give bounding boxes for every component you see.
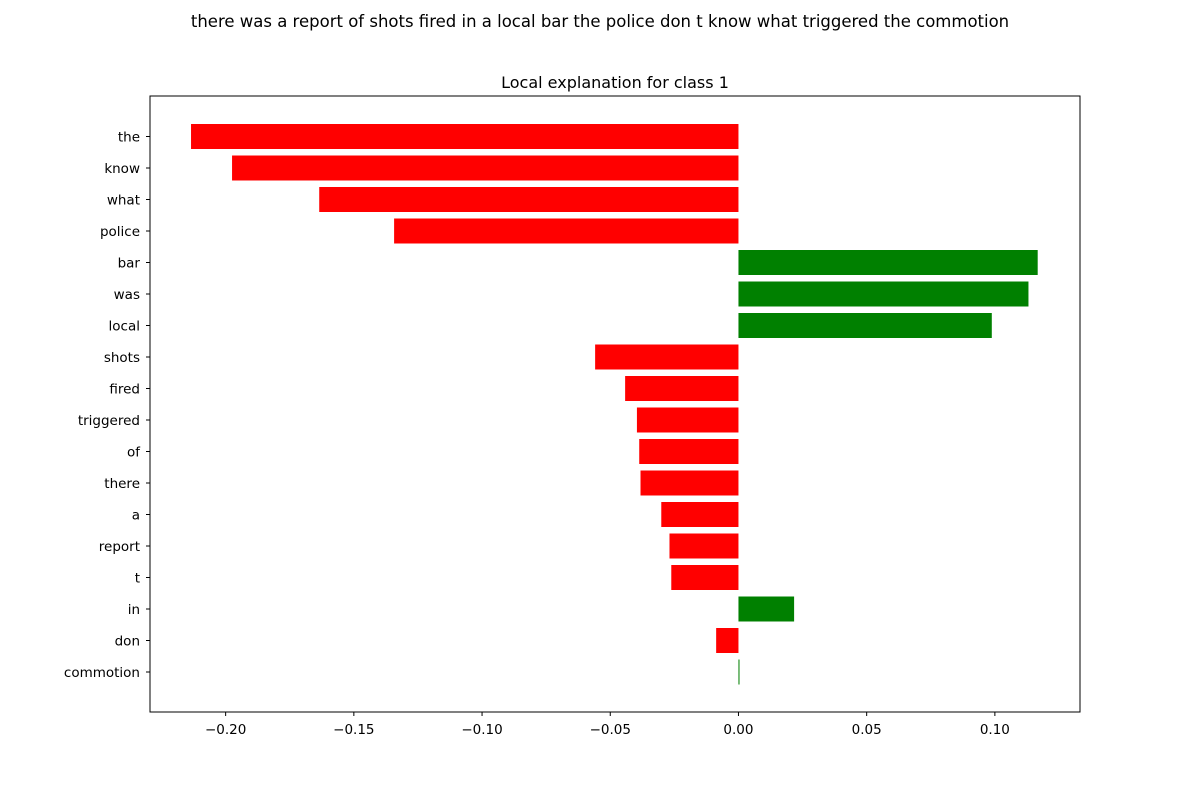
y-tick-label: don	[115, 634, 140, 650]
bar-fired	[625, 376, 739, 401]
bar-t	[671, 565, 739, 590]
y-tick-label: t	[135, 571, 140, 587]
bar-commotion	[738, 659, 740, 685]
y-tick-label: fired	[109, 382, 140, 398]
bar-in	[738, 596, 795, 622]
y-tick-label: police	[100, 224, 140, 240]
x-tick-label: −0.15	[333, 722, 374, 738]
chart-title: Local explanation for class 1	[501, 73, 729, 92]
y-tick-label: of	[127, 445, 141, 461]
y-tick-label: the	[118, 130, 140, 146]
x-tick-label: 0.05	[852, 722, 882, 738]
x-tick-label: −0.10	[461, 722, 502, 738]
y-tick-label: was	[114, 287, 140, 303]
bar-don	[716, 628, 739, 653]
x-tick-label: 0.10	[980, 722, 1010, 738]
bar-report	[669, 533, 739, 559]
y-tick-label: local	[109, 319, 140, 335]
bar-triggered	[636, 407, 739, 433]
bar-what	[319, 187, 739, 212]
y-tick-label: what	[107, 193, 140, 209]
y-tick-label: report	[99, 539, 140, 555]
y-tick-label: bar	[118, 256, 141, 272]
y-tick-label: in	[128, 602, 140, 618]
bar-of	[639, 439, 739, 464]
y-tick-label: shots	[104, 350, 140, 366]
figure-suptitle: there was a report of shots fired in a l…	[190, 12, 1010, 31]
y-tick-label: commotion	[64, 665, 140, 681]
y-tick-label: triggered	[78, 413, 140, 429]
bar-shots	[595, 344, 739, 370]
y-tick-label: know	[104, 161, 140, 177]
bar-was	[738, 281, 1029, 307]
plot-frame	[149, 95, 1081, 713]
bar-bar	[738, 250, 1038, 275]
x-tick-label: −0.05	[590, 722, 631, 738]
x-tick-label: 0.00	[723, 722, 753, 738]
x-tick-label: −0.20	[205, 722, 246, 738]
y-tick-label: there	[104, 476, 140, 492]
y-axis-ticks: the know what police bar was local shots fired tr…	[64, 130, 150, 681]
bar-a	[661, 502, 739, 527]
bar-there	[640, 470, 739, 496]
bar-know	[232, 155, 739, 181]
bar-the	[191, 124, 739, 149]
bars-group	[191, 124, 1038, 685]
x-axis-ticks: −0.20 −0.15 −0.10 −0.05 0.00 0.05 0.10	[205, 712, 1010, 738]
bar-local	[738, 313, 992, 338]
bar-police	[394, 218, 739, 244]
y-tick-label: a	[132, 508, 140, 524]
